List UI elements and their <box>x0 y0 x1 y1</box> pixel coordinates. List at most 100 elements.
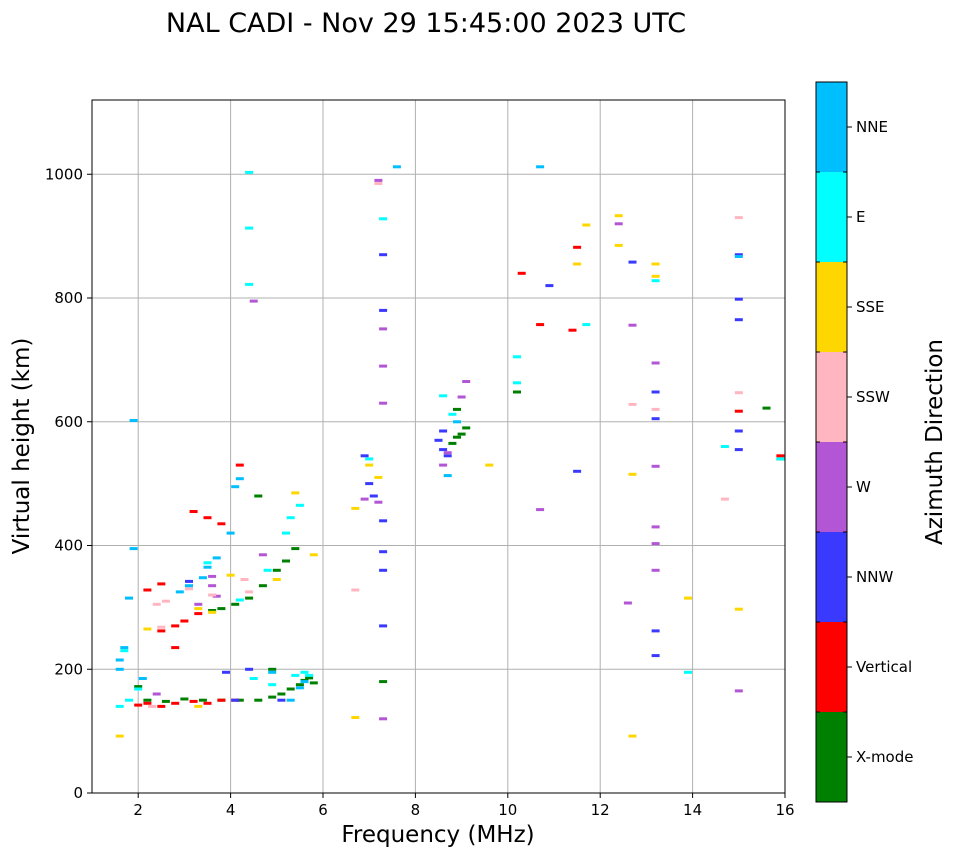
data-point-nnw <box>734 318 743 322</box>
data-point-x-mode <box>245 596 254 600</box>
data-point-ssw <box>208 593 217 597</box>
data-point-nnw <box>231 698 240 702</box>
data-point-x-mode <box>295 683 304 687</box>
data-point-w <box>258 553 267 557</box>
y-tick-label: 200 <box>54 660 83 678</box>
data-point-w <box>734 689 743 693</box>
data-point-nnw <box>379 624 388 628</box>
data-point-nnw <box>651 629 660 633</box>
data-point-ssw <box>185 587 193 591</box>
data-point-x-mode <box>286 687 295 691</box>
data-point-w <box>439 463 448 467</box>
data-point-nnw <box>379 253 388 257</box>
data-point-vertical <box>203 516 212 520</box>
data-point-sse <box>194 607 203 611</box>
data-point-nne <box>129 419 138 422</box>
y-tick-label: 800 <box>54 289 83 307</box>
data-point-ssw <box>734 216 743 220</box>
x-tick-label: 10 <box>498 801 517 819</box>
data-point-sse <box>365 463 374 467</box>
data-point-e <box>245 282 254 286</box>
data-point-sse <box>573 262 582 266</box>
data-point-sse <box>614 243 623 247</box>
colorbar-tick-label: Vertical <box>856 658 912 676</box>
data-point-nne <box>175 590 184 594</box>
data-point-w <box>379 717 388 721</box>
data-point-vertical <box>171 624 180 628</box>
data-point-x-mode <box>208 609 217 612</box>
data-point-nne <box>120 646 129 650</box>
data-point-nnw <box>245 667 254 671</box>
data-point-x-mode <box>291 547 300 551</box>
data-point-sse <box>115 734 124 738</box>
data-point-vertical <box>194 612 203 616</box>
data-point-nnw <box>439 448 448 452</box>
data-point-sse <box>309 553 318 557</box>
data-point-sse <box>351 506 360 510</box>
data-point-vertical <box>217 698 226 702</box>
colorbar: X-mode Vertical NNW W SSW SSE E NNE <box>816 81 913 803</box>
x-tick-label: 16 <box>775 801 794 819</box>
data-point-w <box>651 542 660 546</box>
data-point-sse <box>734 607 743 611</box>
colorbar-segment <box>816 172 847 262</box>
data-point-e <box>720 445 729 448</box>
data-point-nne <box>185 584 193 588</box>
colorbar-segment <box>816 82 847 172</box>
data-point-vertical <box>203 701 212 705</box>
data-point-x-mode <box>762 406 771 410</box>
data-point-nne <box>129 547 138 551</box>
colorbar-segment <box>816 712 847 802</box>
data-point-x-mode <box>305 676 314 680</box>
data-point-e <box>249 677 258 680</box>
data-point-e <box>513 355 521 359</box>
data-point-x-mode <box>268 667 277 671</box>
data-point-w <box>152 692 161 696</box>
data-point-vertical <box>171 646 180 650</box>
data-point-x-mode <box>379 680 388 684</box>
data-point-nne <box>235 477 244 481</box>
data-point-nne <box>226 531 235 535</box>
data-point-e <box>245 226 254 230</box>
colorbar-tick-label: W <box>856 478 871 496</box>
data-point-vertical <box>517 271 526 275</box>
data-point-nnw <box>628 260 637 264</box>
data-point-nnw <box>651 390 660 394</box>
colorbar-segment <box>816 442 847 532</box>
data-point-vertical <box>189 699 198 703</box>
data-point-e <box>365 457 374 461</box>
data-point-sse <box>351 716 360 719</box>
data-point-nne <box>115 658 124 662</box>
data-point-nne <box>295 686 304 690</box>
colorbar-tick-label: NNW <box>856 568 893 586</box>
data-point-sse <box>208 610 217 614</box>
data-point-w <box>212 594 221 598</box>
data-point-e <box>448 412 457 416</box>
data-point-ssw <box>351 588 360 592</box>
data-point-ssw <box>651 407 660 411</box>
data-point-w <box>651 361 660 365</box>
data-point-w <box>374 178 383 182</box>
data-point-x-mode <box>198 698 207 702</box>
y-tick-label: 600 <box>54 413 83 431</box>
data-point-x-mode <box>309 681 318 685</box>
data-point-w <box>628 323 637 327</box>
data-point-sse <box>628 734 637 738</box>
data-point-e <box>295 503 304 507</box>
data-point-sse <box>194 704 203 708</box>
data-point-nnw <box>734 429 743 433</box>
colorbar-segment <box>816 622 847 712</box>
data-point-nnw <box>379 568 388 572</box>
data-point-nne <box>268 670 277 674</box>
data-point-x-mode <box>231 602 240 606</box>
data-point-ssw <box>245 590 254 594</box>
data-point-x-mode <box>462 426 471 430</box>
data-point-vertical <box>217 522 226 526</box>
data-point-sse <box>628 472 637 476</box>
data-point-sse <box>374 475 383 479</box>
data-point-w <box>379 401 388 405</box>
data-point-sse <box>485 463 494 467</box>
data-point-x-mode <box>268 695 277 699</box>
data-point-e <box>379 217 388 221</box>
data-point-x-mode <box>258 584 267 588</box>
